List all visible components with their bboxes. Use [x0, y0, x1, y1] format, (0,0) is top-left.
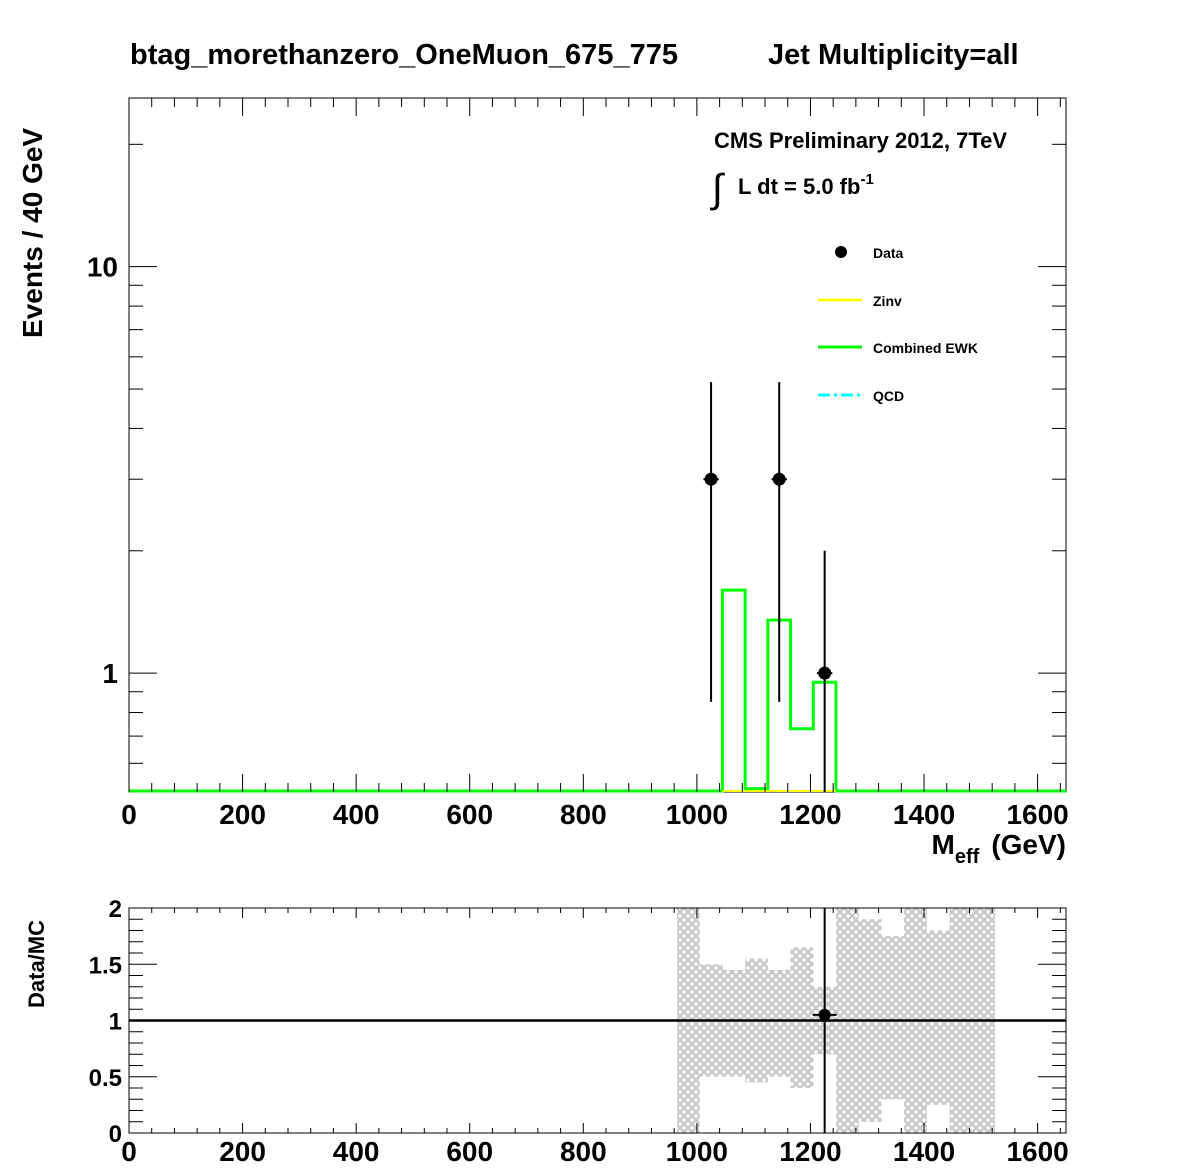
main-x-tick-label: 1400	[893, 799, 955, 830]
main-series-layer	[129, 382, 1066, 793]
y-axis-title: Events / 40 GeV	[17, 128, 48, 338]
data-point	[818, 666, 832, 680]
legend: Data Zinv Combined EWK QCD	[818, 245, 978, 404]
ratio-x-tick-label: 0	[121, 1136, 137, 1167]
lumi-label: L dt = 5.0 fb-1	[738, 171, 874, 199]
ratio-y-tick-label: 1.5	[89, 952, 122, 979]
ratio-x-tick-label: 1600	[1006, 1136, 1068, 1167]
ratio-y-tick-label: 2	[109, 896, 122, 923]
legend-entry-ewk: Combined EWK	[818, 340, 978, 356]
ratio-x-tick-label: 400	[333, 1136, 380, 1167]
legend-entry-zinv: Zinv	[818, 293, 902, 309]
ratio-band-bin	[722, 969, 746, 1077]
main-x-tick-label: 1000	[666, 799, 728, 830]
x-axis-title-main: M	[932, 829, 955, 860]
ratio-y-tick-label: 0	[109, 1121, 122, 1148]
ratio-y-tick-label: 0.5	[89, 1065, 122, 1092]
ratio-points-layer	[129, 908, 1066, 1133]
ratio-y-tick-labels: 0 0.5 1 1.5 2	[89, 896, 122, 1148]
main-x-tick-label: 1600	[1006, 799, 1068, 830]
ratio-x-tick-label: 600	[446, 1136, 493, 1167]
legend-data-label: Data	[873, 245, 904, 261]
main-y-tick-label: 1	[102, 658, 118, 689]
main-x-tick-label: 400	[333, 799, 380, 830]
ratio-x-tick-label: 1200	[779, 1136, 841, 1167]
ratio-x-tick-label: 200	[219, 1136, 266, 1167]
legend-entry-data: Data	[835, 245, 904, 261]
main-x-tick-label: 200	[219, 799, 266, 830]
x-axis-title: Meff (GeV)	[932, 829, 1066, 868]
ratio-band-bin	[926, 930, 950, 1105]
ratio-y-axis-title: Data/MC	[24, 920, 49, 1008]
main-y-tick-labels: 1 10	[87, 252, 118, 689]
main-x-tick-label: 600	[446, 799, 493, 830]
legend-zinv-label: Zinv	[873, 293, 902, 309]
series-ewk-step	[129, 588, 1066, 793]
main-plot-frame	[128, 97, 1067, 793]
chart-title-left: btag_morethanzero_OneMuon_675_775	[130, 39, 678, 71]
main-panel: 0 200 400 600 800 1000 1200 1400 1600 1 10 Events…	[17, 97, 1069, 868]
legend-entry-qcd: QCD	[818, 388, 904, 404]
legend-qcd-label: QCD	[873, 388, 904, 404]
chart-title-right: Jet Multiplicity=all	[768, 39, 1019, 71]
ratio-band-bin	[767, 969, 791, 1077]
ratio-x-tick-label: 1000	[666, 1136, 728, 1167]
x-axis-title-unit: (GeV)	[991, 829, 1066, 860]
ratio-point	[818, 1008, 831, 1021]
main-x-tick-label: 1200	[779, 799, 841, 830]
ratio-y-tick-label: 1	[109, 1009, 122, 1036]
main-axis-ticks	[128, 98, 1066, 792]
x-axis-title-sub: eff	[955, 846, 980, 868]
data-point	[772, 472, 786, 486]
lumi-text: L dt = 5.0 fb	[738, 174, 860, 199]
main-x-tick-labels: 0 200 400 600 800 1000 1200 1400 1600	[121, 799, 1069, 830]
ratio-band-bin	[790, 947, 814, 1088]
data-point	[704, 472, 718, 486]
lumi-integral: ∫	[710, 167, 726, 211]
lumi-sup: -1	[860, 171, 873, 188]
main-y-tick-label: 10	[87, 252, 118, 283]
legend-data-marker	[835, 246, 847, 258]
ratio-x-tick-label: 800	[560, 1136, 607, 1167]
ratio-x-tick-label: 1400	[893, 1136, 955, 1167]
cms-label: CMS Preliminary 2012, 7TeV	[714, 128, 1007, 153]
ratio-x-tick-labels: 0 200 400 600 800 1000 1200 1400 1600	[121, 1136, 1069, 1167]
main-x-tick-label: 800	[560, 799, 607, 830]
main-x-tick-label: 0	[121, 799, 137, 830]
ratio-panel: 0 200 400 600 800 1000 1200 1400 1600 00.511.52 …	[24, 896, 1069, 1167]
legend-ewk-label: Combined EWK	[873, 340, 978, 356]
ratio-band-bin	[881, 936, 905, 1100]
